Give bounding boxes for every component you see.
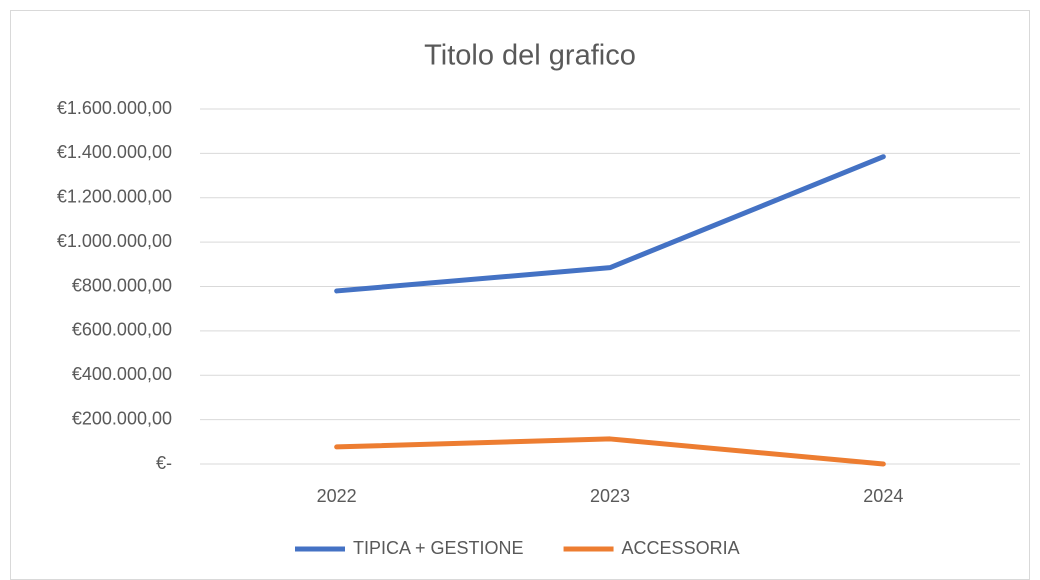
y-tick-label: €1.400.000,00 (57, 142, 172, 162)
x-tick-label: 2023 (590, 486, 630, 506)
y-tick-label: €1.200.000,00 (57, 187, 172, 207)
y-tick-label: €- (156, 453, 172, 473)
x-tick-label: 2024 (863, 486, 903, 506)
y-tick-label: €1.000.000,00 (57, 231, 172, 251)
series-line (334, 154, 886, 294)
y-tick-label: €400.000,00 (72, 364, 172, 384)
chart-title: Titolo del grafico (424, 40, 636, 72)
series-line (334, 436, 886, 467)
legend-label: ACCESSORIA (622, 538, 740, 558)
y-tick-label: €600.000,00 (72, 320, 172, 340)
y-tick-label: €1.600.000,00 (57, 98, 172, 118)
chart-frame (10, 10, 1030, 580)
y-tick-label: €200.000,00 (72, 408, 172, 428)
y-tick-label: €800.000,00 (72, 275, 172, 295)
legend-label: TIPICA + GESTIONE (353, 538, 524, 558)
x-tick-label: 2022 (317, 486, 357, 506)
